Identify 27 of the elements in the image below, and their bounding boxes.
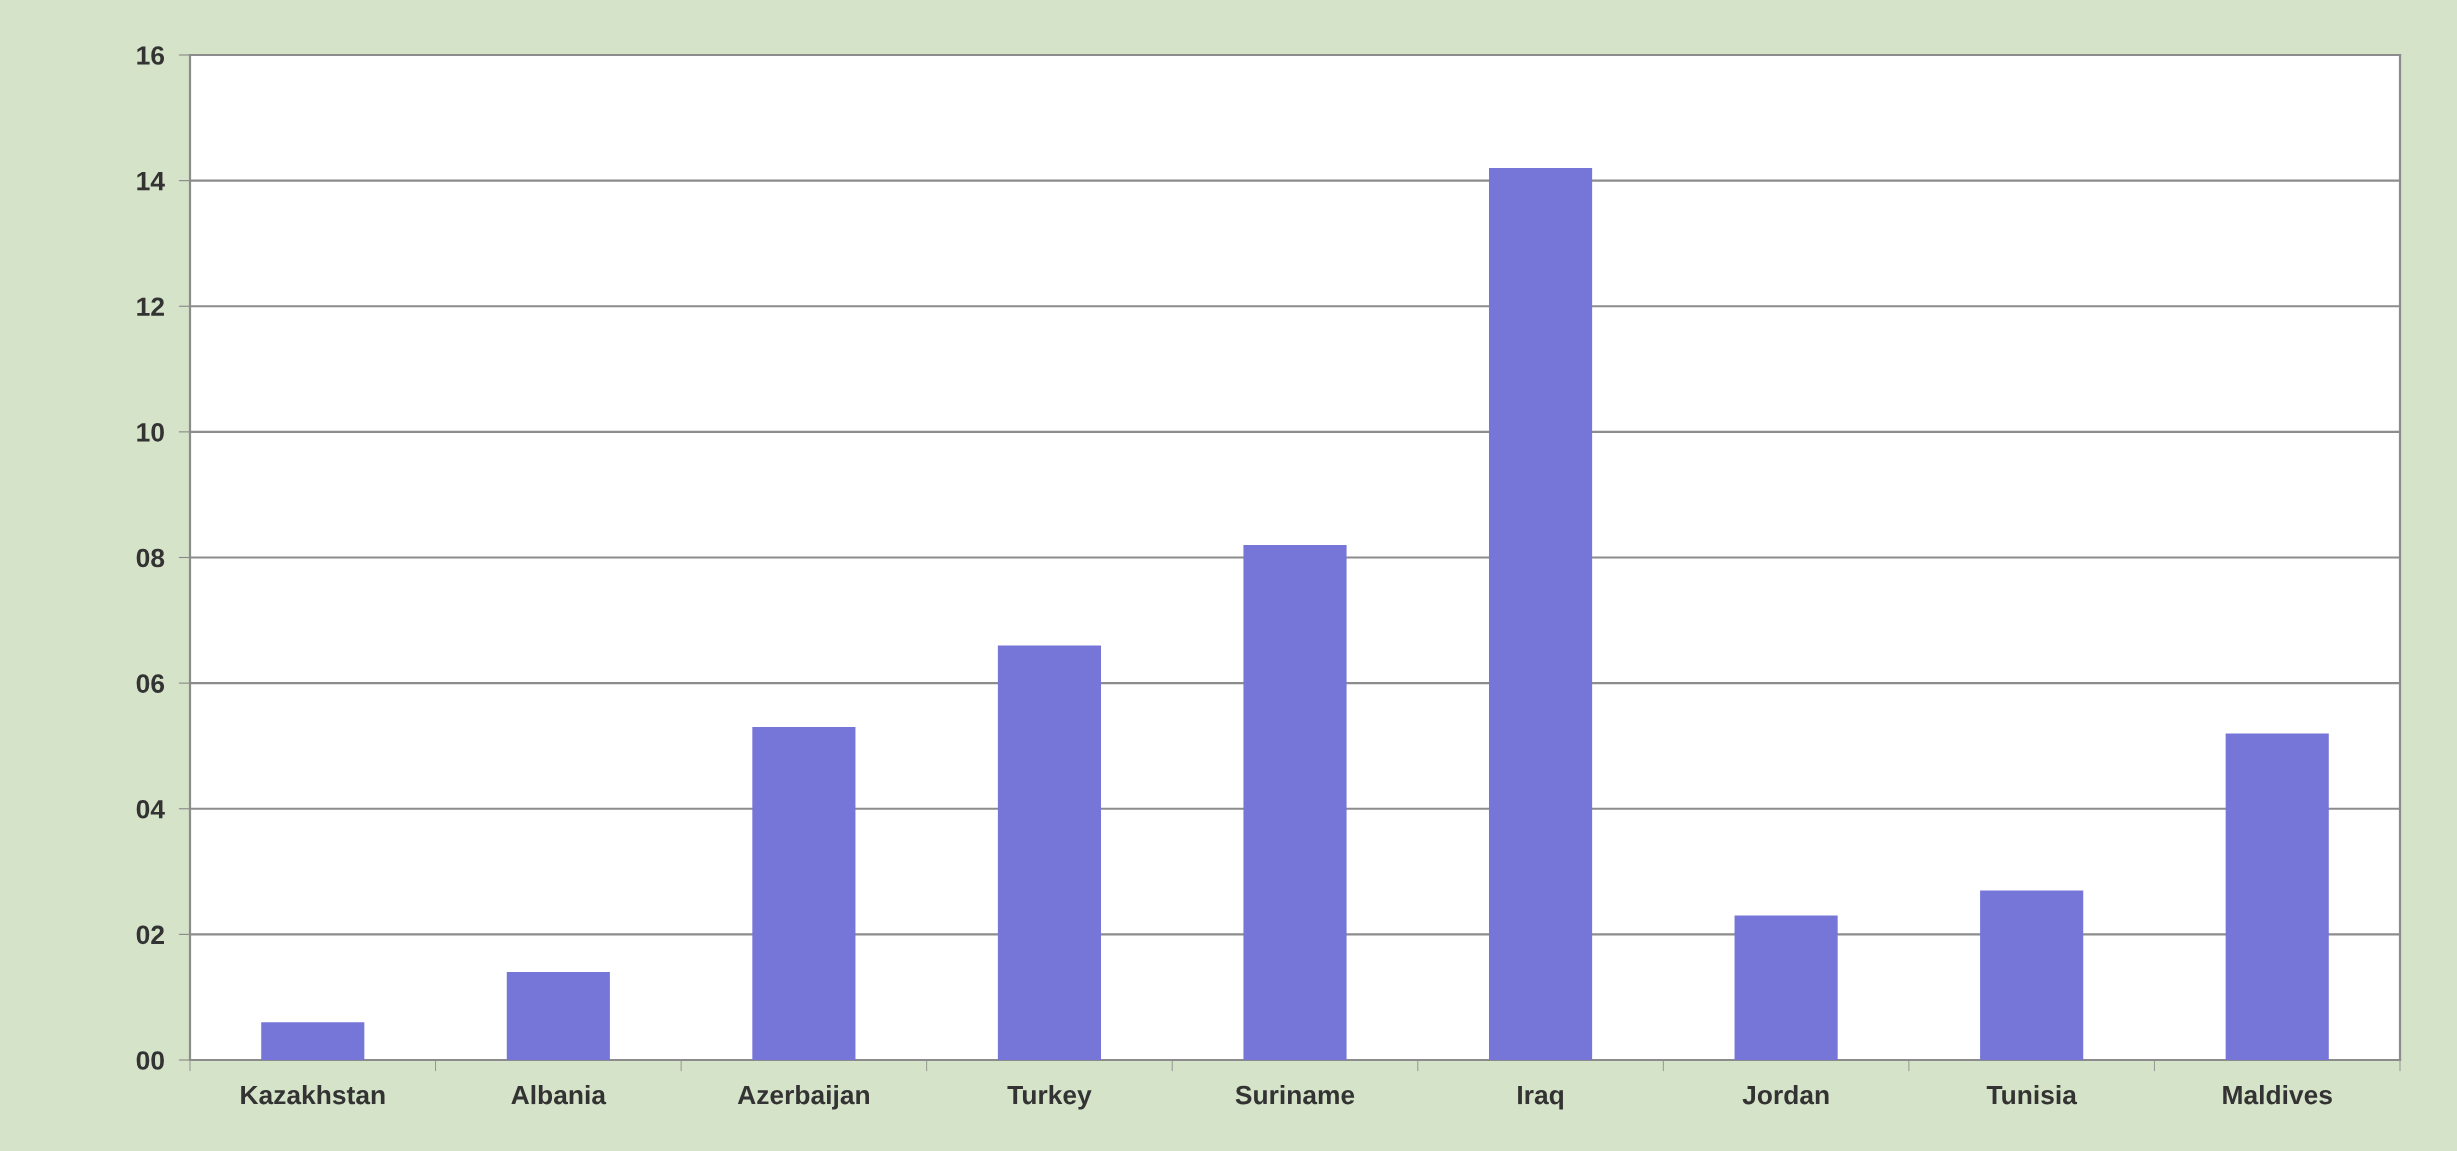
x-tick-label: Kazakhstan — [241, 1085, 385, 1105]
bar — [997, 645, 1102, 1060]
y-tick-label: 02 — [136, 925, 164, 945]
x-tick-label: Maldives — [2223, 1085, 2332, 1105]
y-tick-label: 06 — [136, 674, 165, 693]
bar — [261, 1022, 365, 1060]
x-tick-label: Iraq — [1518, 1085, 1563, 1110]
y-tick-label: 12 — [137, 297, 164, 316]
y-tick-label: 04 — [136, 799, 165, 819]
x-tick-label: Albania — [511, 1085, 607, 1105]
bar — [1243, 544, 1347, 1060]
x-tick-label: Suriname — [1235, 1085, 1355, 1105]
bar — [2225, 733, 2329, 1060]
y-tick-label: 00 — [136, 1051, 164, 1070]
bar — [1488, 168, 1593, 1060]
bar — [1734, 915, 1838, 1060]
bar — [506, 972, 610, 1060]
bar — [752, 727, 856, 1060]
x-tick-label: Jordan — [1742, 1085, 1829, 1105]
x-tick-label: Azerbaijan — [737, 1085, 869, 1110]
x-tick-label: Tunisia — [1986, 1085, 2078, 1105]
bar — [1980, 890, 2084, 1060]
y-tick-label: 08 — [136, 548, 165, 568]
y-tick-label: 14 — [137, 172, 165, 191]
y-tick-label: 16 — [137, 46, 165, 65]
y-tick-label: 10 — [137, 423, 164, 442]
x-tick-label: Turkey — [1007, 1085, 1092, 1110]
